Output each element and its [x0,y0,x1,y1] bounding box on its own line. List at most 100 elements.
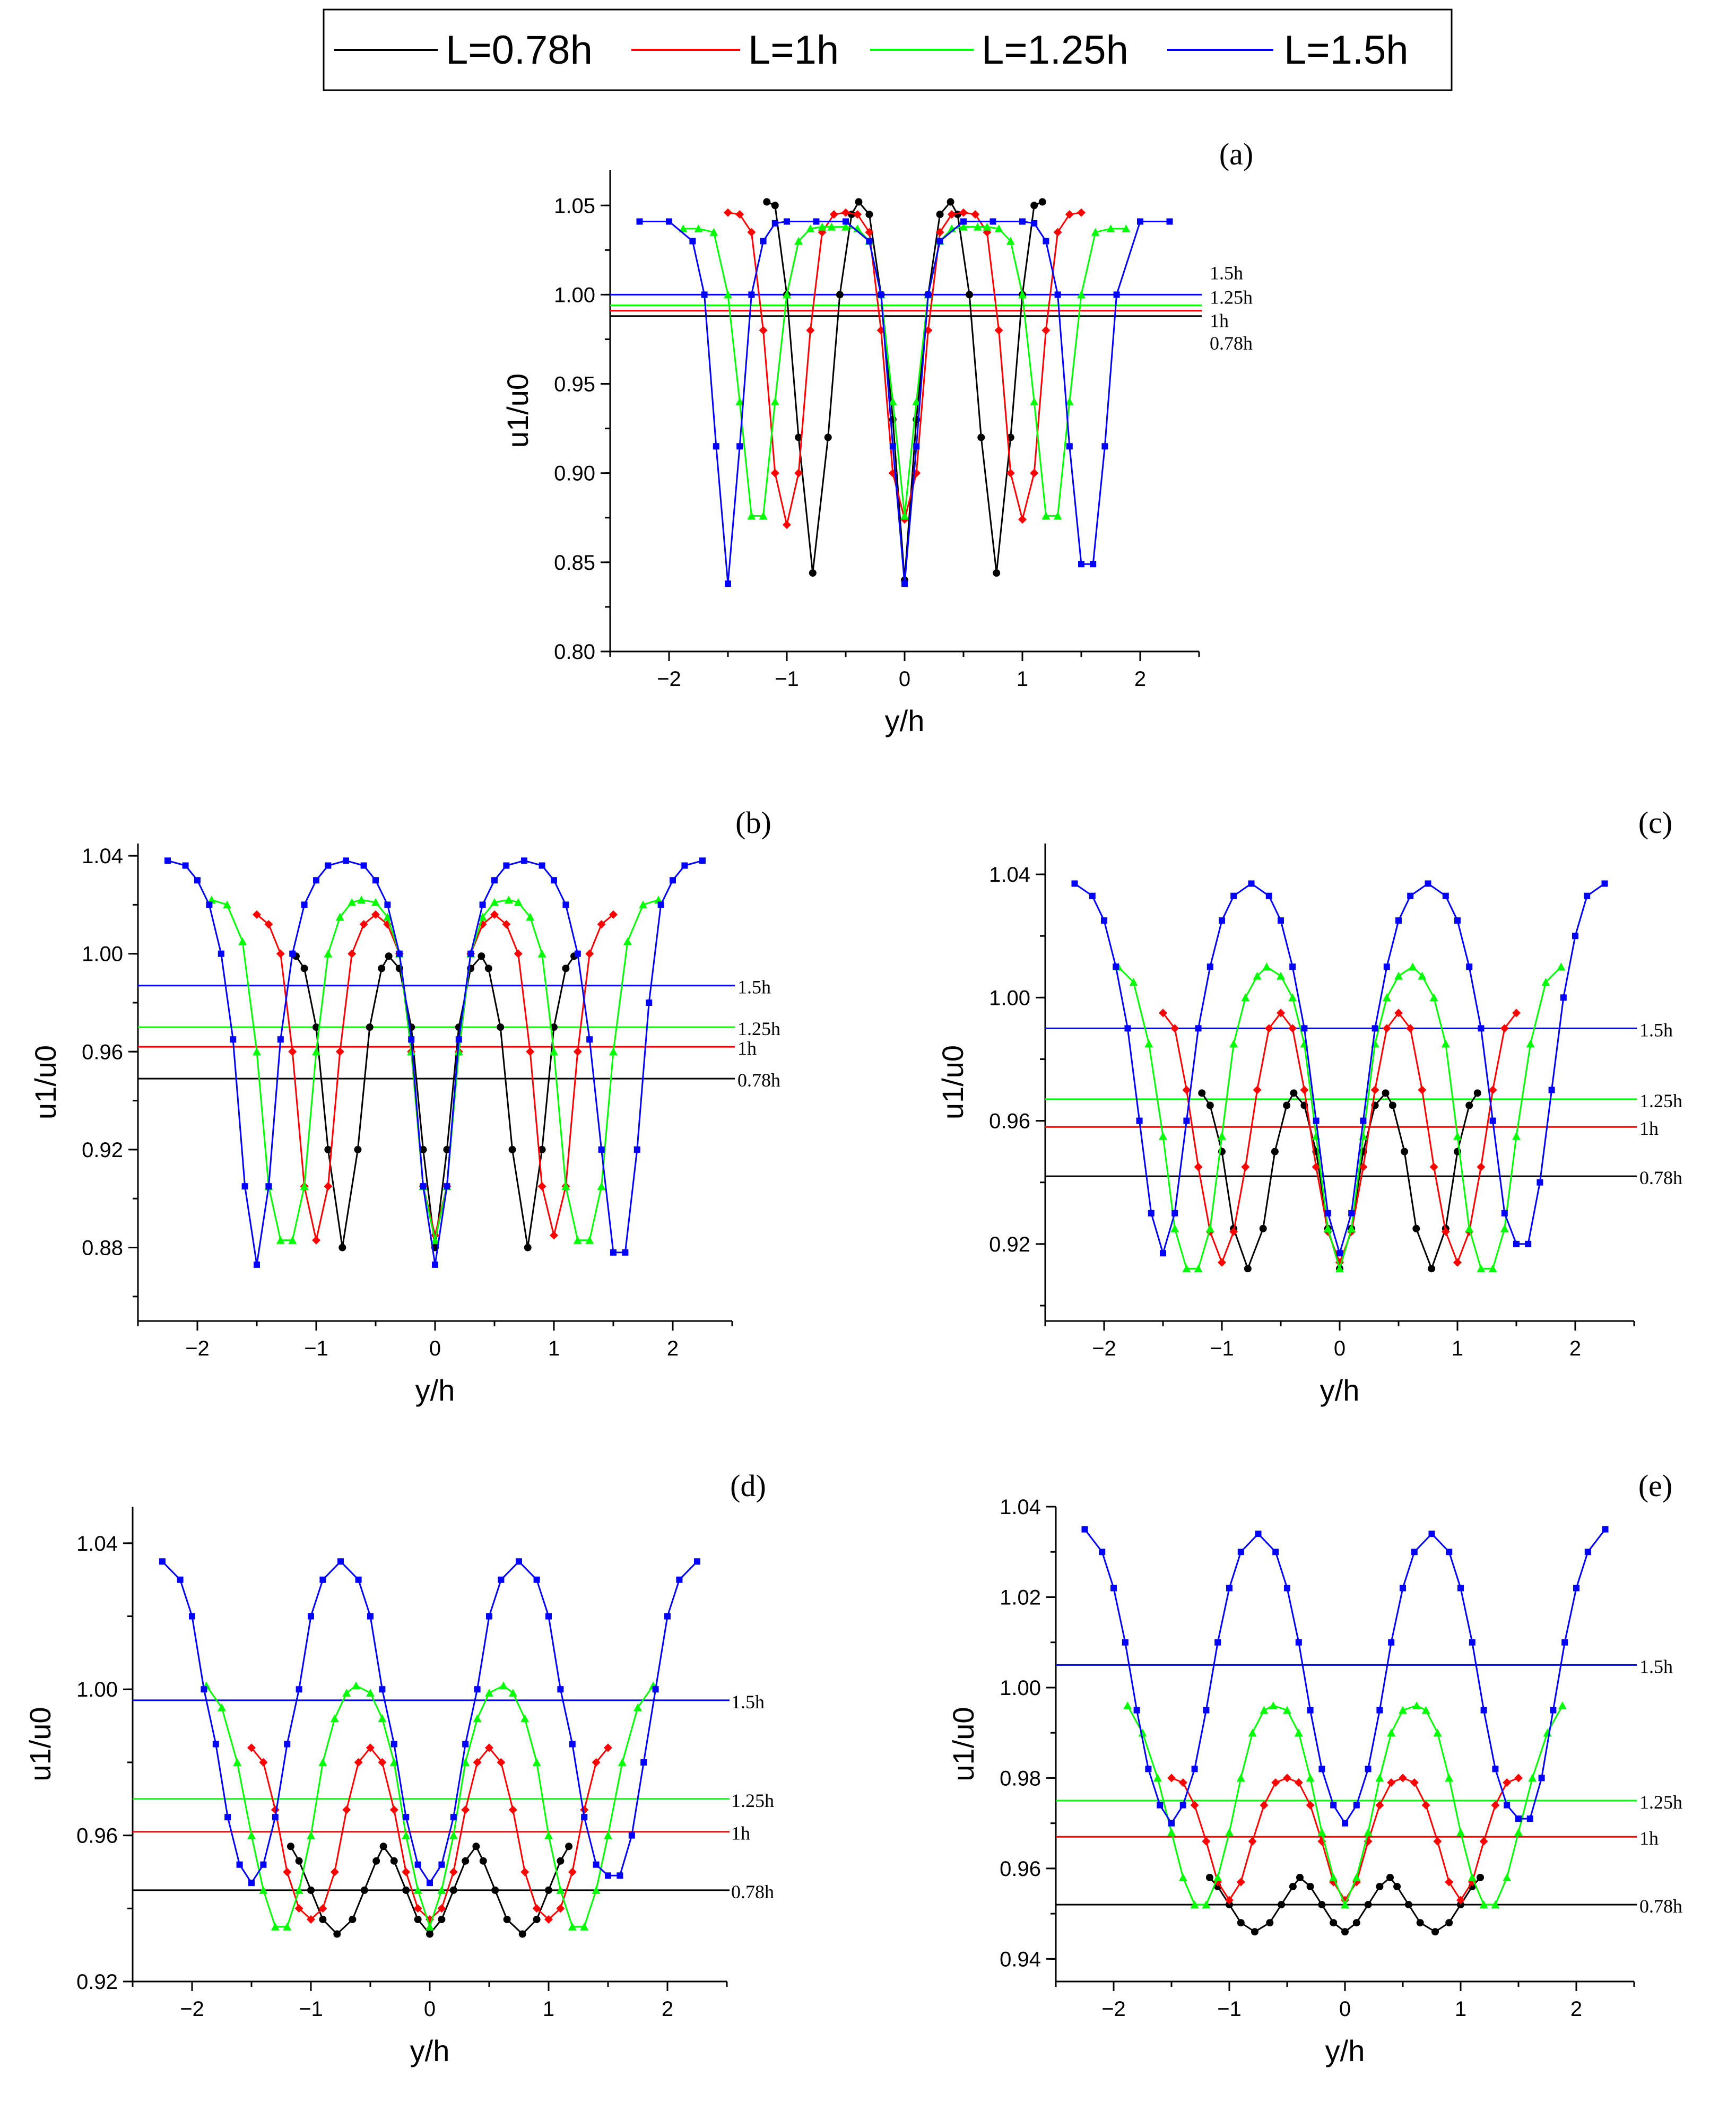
data-point-L=1.5h [1515,1815,1522,1822]
y-tick-label: 0.92 [76,1970,118,1994]
data-point-L=1h [1294,1778,1303,1787]
data-point-L=1h [508,1805,517,1814]
data-point-L=1h [604,1743,612,1752]
data-point-L=0.78h [484,964,492,972]
data-point-L=1.25h [478,913,487,921]
data-point-L=1.25h [247,1831,256,1839]
data-point-L=1.25h [1433,1728,1442,1737]
data-point-L=1.5h [866,238,873,245]
data-point-L=1.25h [490,898,499,906]
data-point-L=1.5h [557,1686,564,1693]
data-point-L=1.25h [1500,1224,1509,1232]
data-point-L=1h [1453,1258,1462,1267]
data-point-L=1.25h [283,1922,292,1931]
data-point-L=1.5h [360,862,367,869]
data-point-L=1h [1170,1024,1179,1033]
data-point-L=1.5h [521,857,527,864]
data-point-L=1.25h [371,898,380,906]
data-point-L=1.25h [461,1758,470,1766]
data-point-L=1.5h [1442,892,1449,899]
data-point-L=1.25h [1445,1774,1454,1782]
data-point-L=1h [1260,1801,1269,1810]
data-point-L=1.25h [694,224,703,232]
data-point-L=1.25h [679,224,688,232]
data-point-L=0.78h [1330,1919,1338,1927]
data-point-L=1.5h [1278,917,1284,924]
data-point-L=1.25h [1153,1774,1162,1782]
data-point-L=0.78h [1226,1901,1233,1909]
data-point-L=0.78h [349,1915,357,1923]
data-point-L=1.5h [1501,1210,1508,1216]
data-point-L=1.5h [569,1741,576,1748]
data-point-L=0.78h [1388,1101,1396,1109]
data-point-L=0.78h [1416,1919,1424,1927]
y-tick-label: 1.00 [76,1678,118,1701]
data-point-L=1.5h [1348,1210,1355,1216]
data-point-L=0.78h [1030,202,1038,210]
data-point-L=1.5h [1110,1585,1117,1592]
x-tick-label: 0 [1334,1337,1346,1360]
data-point-L=0.78h [295,1857,303,1865]
data-point-L=1.25h [1335,1264,1344,1273]
y-tick-label: 1.04 [989,863,1030,887]
series-line-L=1h [1171,1777,1519,1902]
data-point-L=1h [389,1805,398,1814]
data-point-L=1.25h [735,397,744,406]
data-point-L=1.5h [289,950,296,957]
data-point-L=0.78h [1266,1919,1274,1927]
data-point-L=0.78h [307,1886,315,1894]
data-point-L=0.78h [1404,1901,1412,1909]
data-point-L=1.5h [1255,1531,1262,1537]
data-point-L=1.25h [1283,1706,1291,1714]
x-tick-label: 2 [1570,1997,1582,2021]
y-tick-label: 0.95 [554,373,595,396]
data-point-L=1.5h [462,1741,469,1748]
data-point-L=1.5h [1081,1526,1088,1533]
data-point-L=1.5h [1513,1240,1520,1247]
data-point-L=1.25h [218,1703,226,1711]
data-point-L=0.78h [1352,1919,1360,1927]
data-point-L=1h [759,326,768,335]
data-point-L=1.25h [1382,993,1391,1002]
data-point-L=1.25h [271,1922,280,1931]
data-point-L=1h [413,1904,422,1913]
data-point-L=1.25h [1030,397,1039,406]
data-point-L=1h [537,1182,546,1191]
series-line-L=1.25h [683,226,1126,517]
data-point-L=1.5h [1168,1820,1175,1827]
data-point-L=1.25h [639,900,647,909]
data-point-L=1.25h [585,1236,594,1244]
data-point-L=1h [735,210,744,219]
data-point-L=1.25h [818,222,827,231]
x-tick-label: −1 [304,1337,328,1360]
data-point-L=1.5h [1372,1025,1378,1032]
y-tick-label: 0.92 [82,1139,123,1162]
data-point-L=1h [865,228,874,237]
data-point-L=1.5h [408,1036,415,1043]
data-point-L=1.25h [973,222,982,231]
data-point-L=1.5h [1101,443,1108,450]
data-point-L=1.5h [901,580,908,587]
data-point-L=1.25h [1053,511,1062,520]
data-point-L=1.25h [1418,971,1427,980]
data-point-L=1.5h [272,1814,279,1821]
data-point-L=0.78h [426,1930,433,1938]
data-point-L=1h [342,1805,351,1814]
data-point-L=1.5h [1602,1526,1609,1533]
ref-line-label-0.78h: 0.78h [1639,1896,1682,1917]
data-point-L=1.5h [1071,880,1078,887]
y-tick-label: 0.85 [554,551,595,575]
data-point-L=0.78h [372,1857,380,1865]
data-point-L=1.5h [337,1558,344,1565]
data-point-L=1h [1253,1085,1262,1094]
data-point-L=1h [573,1047,582,1056]
data-point-L=1.5h [1388,1639,1395,1646]
y-axis-label: u1/u0 [29,1045,62,1119]
data-point-L=1.25h [508,1689,517,1697]
data-point-L=1.5h [610,1249,617,1256]
data-point-L=1.5h [1265,892,1272,899]
data-point-L=0.78h [1306,1883,1314,1890]
data-point-L=1.25h [1202,1900,1211,1909]
data-point-L=1h [935,228,944,237]
data-point-L=1.25h [1253,971,1262,980]
